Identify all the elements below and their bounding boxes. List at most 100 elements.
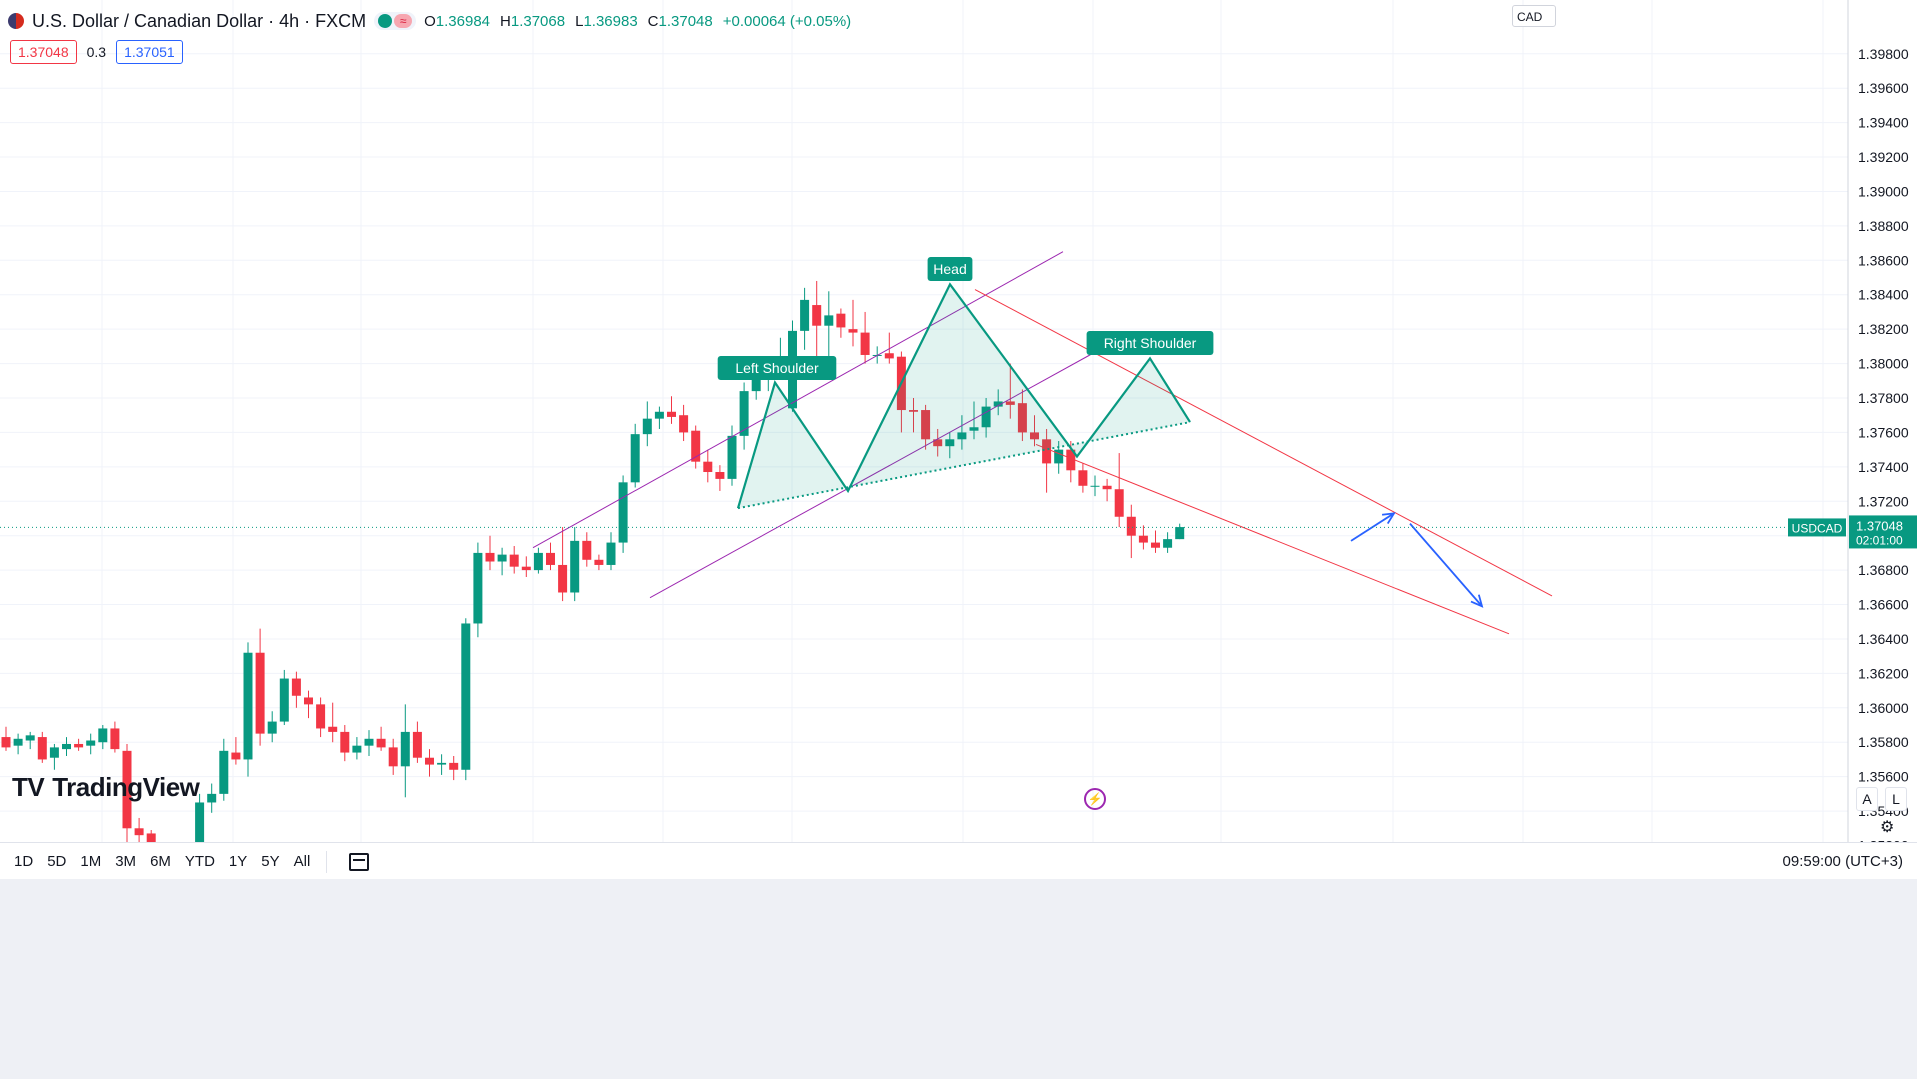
candle [654,406,664,429]
sell-price-button[interactable]: 1.37048 [10,40,77,64]
price-chart[interactable]: 1.39800 1.39600 1.39400 1.39200 1.39000 1.388… [0,0,1917,842]
candle [509,546,519,574]
ascending-channel-lower[interactable] [649,352,1094,599]
candle [981,398,991,438]
chart-header: U.S. Dollar / Canadian Dollar · 4h · FXC… [8,4,851,38]
lightning-icon[interactable]: ⚡ [1084,788,1106,810]
projection-arrow-down[interactable] [1409,523,1483,607]
candle [461,618,471,781]
candle-body [1114,489,1124,517]
candle [134,817,144,842]
price-tick-label: 1.38800 [1858,218,1909,234]
candle-body [1017,403,1027,433]
ascending-channel-upper[interactable] [532,251,1064,549]
candle-body [1163,539,1173,548]
candle [279,669,289,726]
candle-body [654,411,664,419]
price-tick-label: 1.36600 [1858,597,1909,613]
clock-readout[interactable]: 09:59:00 (UTC+3) [1782,853,1903,870]
candle [1114,453,1124,528]
range-3m-button[interactable]: 3M [115,853,137,870]
candle-body [751,377,761,392]
candle-body [812,305,822,326]
currency-select[interactable]: CAD [1512,5,1556,27]
candle-body [1078,470,1088,486]
head-label[interactable]: Head [927,257,973,281]
log-scale-button[interactable]: L [1885,787,1907,811]
candle-body [74,743,84,748]
calendar-icon[interactable] [349,852,370,871]
range-1y-button[interactable]: 1Y [228,853,248,870]
descending-channel-upper[interactable] [974,289,1553,597]
price-tick-label: 1.39800 [1858,46,1909,62]
range-1m-button[interactable]: 1M [80,853,102,870]
candle [352,737,362,760]
candle [255,628,265,746]
candle [860,311,870,364]
pattern-fill [738,284,1190,509]
range-ytd-button[interactable]: YTD [184,853,215,870]
candle [921,404,931,450]
candle [1163,532,1173,553]
buy-price-button[interactable]: 1.37051 [116,40,183,64]
candle-body [328,726,338,732]
tv-logo-icon: TV [12,772,45,802]
candle-body [618,482,628,543]
change-readout: +0.00064 (+0.05%) [722,12,852,30]
candle [957,415,967,450]
candle [231,737,241,765]
candle [739,382,749,450]
candle-body [1054,449,1064,464]
price-tick-label: 1.38600 [1858,252,1909,268]
left-shoulder-label[interactable]: Left Shoulder [717,356,837,380]
head-label-bg [927,257,973,281]
candle-body [376,738,386,748]
right-shoulder-label[interactable]: Right Shoulder [1086,331,1214,355]
candle-body [630,434,640,483]
candle-body [219,750,229,794]
candle-body [558,564,568,593]
auto-scale-button[interactable]: A [1856,787,1878,811]
range-1d-button[interactable]: 1D [14,853,34,870]
candle-body [1138,535,1148,543]
candle-body [1042,439,1052,464]
range-6m-button[interactable]: 6M [150,853,171,870]
range-5d-button[interactable]: 5D [47,853,67,870]
candle-body [546,552,555,565]
descending-channel-lower[interactable] [1035,444,1510,635]
range-all-button[interactable]: All [293,853,311,870]
candle-body [497,554,507,562]
symbol-title[interactable]: U.S. Dollar / Canadian Dollar · 4h · FXC… [32,10,367,31]
candle-body [582,540,592,560]
price-tick-label: 1.36000 [1858,700,1909,716]
candle [74,738,84,751]
candle [812,280,822,364]
projection-arrow-down-head [1470,594,1484,608]
chart-grid [0,0,1848,842]
projection-arrow-up-head [1381,512,1396,525]
symbol-tag: USDCAD [1792,521,1843,535]
candle [933,428,943,457]
price-axis[interactable]: 1.39800 1.39600 1.39400 1.39200 1.39000 1.388… [0,0,1917,842]
candle-body [667,411,676,417]
candle [1151,530,1160,553]
candle-body [957,432,967,440]
head-shoulders-outline[interactable] [736,282,1191,509]
footer-strip [0,879,1917,1079]
neckline[interactable] [737,421,1191,510]
price-tick-label: 1.35200 [1858,838,1909,843]
settings-gear-icon[interactable]: ⚙ [1880,819,1895,836]
candle-body [860,332,870,355]
candle [800,287,810,350]
market-status-pill[interactable]: ≈ [374,12,417,30]
range-5y-button[interactable]: 5Y [261,853,280,870]
candle-body [291,678,301,696]
candle-body [207,793,217,803]
candle [316,697,326,738]
candle-body [352,745,362,753]
candle [86,733,96,755]
candle [243,642,253,777]
candle [630,423,640,488]
candle-body [62,743,71,750]
